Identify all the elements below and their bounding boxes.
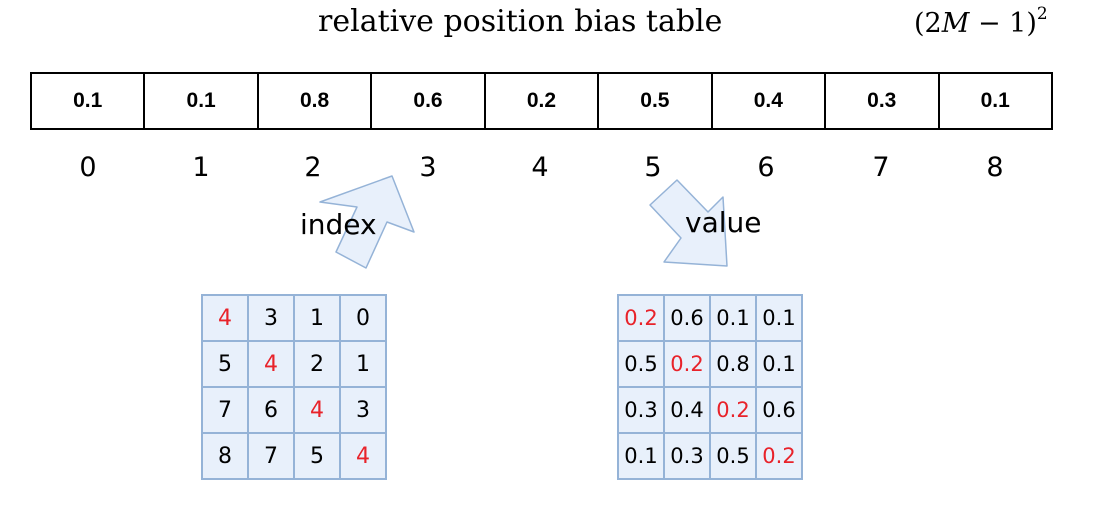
value-matrix-cell: 0.2 xyxy=(619,296,665,342)
value-label: value xyxy=(685,206,762,239)
value-matrix-cell: 0.1 xyxy=(619,434,665,480)
table-index-label: 5 xyxy=(644,152,662,183)
formula-var: M xyxy=(941,8,970,39)
bias-table: 0.1 0.1 0.8 0.6 0.2 0.5 0.4 0.3 0.1 xyxy=(30,72,1053,130)
index-matrix-cell: 5 xyxy=(295,434,341,480)
bias-cell: 0.1 xyxy=(32,74,146,128)
table-index-label: 1 xyxy=(192,152,210,183)
bias-cell: 0.6 xyxy=(372,74,486,128)
value-matrix: 0.2 0.6 0.1 0.1 0.5 0.2 0.8 0.1 0.3 0.4 … xyxy=(617,294,803,480)
formula-tail: − 1) xyxy=(969,8,1037,39)
formula-exponent: 2 xyxy=(1036,4,1048,24)
index-matrix-cell: 3 xyxy=(341,388,387,434)
index-matrix-cell: 1 xyxy=(295,296,341,342)
index-matrix-cell: 1 xyxy=(341,342,387,388)
index-label: index xyxy=(300,208,377,241)
index-matrix-cell: 2 xyxy=(295,342,341,388)
bias-cell: 0.5 xyxy=(599,74,713,128)
index-matrix: 4 3 1 0 5 4 2 1 7 6 4 3 8 7 5 4 xyxy=(201,294,387,480)
index-matrix-cell: 0 xyxy=(341,296,387,342)
value-matrix-cell: 0.4 xyxy=(665,388,711,434)
index-matrix-cell: 5 xyxy=(203,342,249,388)
bias-cell: 0.3 xyxy=(826,74,940,128)
index-matrix-cell: 4 xyxy=(203,296,249,342)
formula-lead: (2 xyxy=(914,8,942,39)
index-matrix-cell: 7 xyxy=(249,434,295,480)
value-matrix-cell: 0.2 xyxy=(757,434,803,480)
value-matrix-cell: 0.1 xyxy=(711,296,757,342)
bias-cell: 0.2 xyxy=(486,74,600,128)
index-matrix-cell: 7 xyxy=(203,388,249,434)
index-matrix-cell: 4 xyxy=(341,434,387,480)
index-matrix-cell: 6 xyxy=(249,388,295,434)
table-index-label: 4 xyxy=(531,152,549,183)
bias-cell: 0.4 xyxy=(713,74,827,128)
table-index-label: 2 xyxy=(304,152,322,183)
value-matrix-cell: 0.1 xyxy=(757,296,803,342)
table-index-label: 3 xyxy=(419,152,437,183)
index-matrix-cell: 3 xyxy=(249,296,295,342)
value-matrix-cell: 0.6 xyxy=(665,296,711,342)
table-index-label: 0 xyxy=(79,152,97,183)
value-matrix-cell: 0.2 xyxy=(665,342,711,388)
table-index-label: 6 xyxy=(757,152,775,183)
bias-cell: 0.1 xyxy=(145,74,259,128)
value-matrix-cell: 0.1 xyxy=(757,342,803,388)
value-matrix-cell: 0.2 xyxy=(711,388,757,434)
table-index-label: 7 xyxy=(872,152,890,183)
index-matrix-cell: 8 xyxy=(203,434,249,480)
index-arrow-icon xyxy=(319,175,415,269)
bias-cell: 0.8 xyxy=(259,74,373,128)
index-matrix-cell: 4 xyxy=(295,388,341,434)
table-size-formula: (2M − 1)2 xyxy=(914,4,1048,39)
diagram-title: relative position bias table xyxy=(318,4,723,39)
value-arrow-icon xyxy=(649,179,728,267)
value-matrix-cell: 0.5 xyxy=(711,434,757,480)
value-matrix-cell: 0.3 xyxy=(619,388,665,434)
bias-cell: 0.1 xyxy=(980,89,1010,112)
value-matrix-cell: 0.8 xyxy=(711,342,757,388)
value-matrix-cell: 0.5 xyxy=(619,342,665,388)
value-matrix-cell: 0.6 xyxy=(757,388,803,434)
index-matrix-cell: 4 xyxy=(249,342,295,388)
value-matrix-cell: 0.3 xyxy=(665,434,711,480)
table-index-label: 8 xyxy=(986,152,1004,183)
